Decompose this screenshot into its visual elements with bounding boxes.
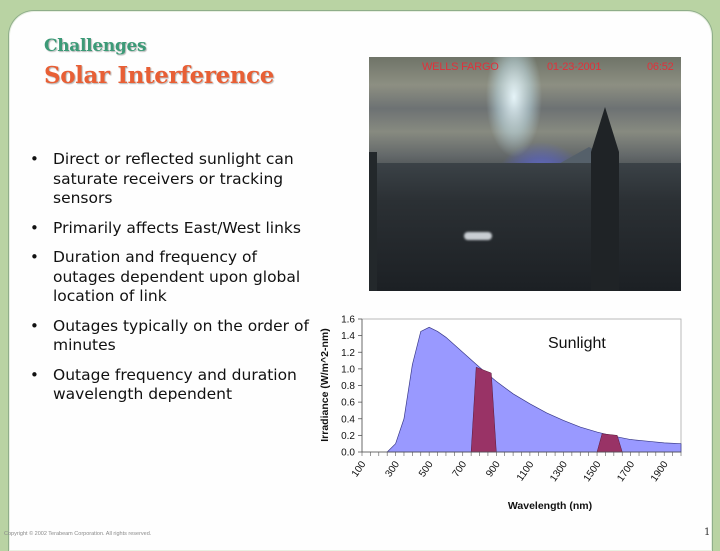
x-tick-label: 1700: [615, 459, 637, 484]
bullet-text: Direct or reflected sunlight can saturat…: [53, 150, 294, 207]
tower: [591, 152, 619, 291]
y-tick-label: 0.0: [341, 448, 355, 459]
chart-svg: 0.0 0.2 0.4 0.6 0.8 1.0 1.2 1.4 1.6 100 300 500 700 9…: [319, 315, 682, 512]
city-skyline: [369, 163, 681, 291]
slide-subtitle: Solar Interference: [44, 62, 275, 89]
bullet-icon: •: [30, 316, 39, 335]
bullet-text: Duration and frequency of outages depend…: [53, 248, 301, 305]
x-tick-label: 100: [350, 459, 369, 479]
x-tick-label: 700: [451, 459, 470, 479]
x-tick-label: 1900: [649, 459, 671, 484]
y-tick-label: 0.6: [341, 398, 355, 409]
x-axis-label: Wavelength (nm): [508, 500, 592, 512]
curve-layer: [386, 326, 682, 453]
y-tick-label: 0.2: [341, 431, 355, 442]
webcam-photo: WELLS FARGO 01-23-2001 06:52: [369, 57, 681, 291]
y-tick-label: 1.4: [341, 331, 355, 342]
bullet-text: Outage frequency and duration wavelength…: [53, 365, 297, 404]
chart-annotation: Sunlight: [548, 335, 606, 352]
bullet-icon: •: [30, 150, 39, 168]
tower-spire: [591, 107, 619, 152]
band-layer: [470, 366, 623, 453]
y-tick-label: 0.4: [341, 414, 355, 425]
bullet-text: Primarily affects East/West links: [53, 218, 301, 237]
left-building: [369, 152, 377, 291]
x-tick-label: 1300: [548, 459, 570, 484]
bullet-text: Outages typically on the order of minute…: [53, 316, 309, 355]
photo-overlay-location: WELLS FARGO: [422, 61, 499, 73]
bullet-item: • Outages typically on the order of minut…: [28, 317, 318, 356]
y-tick-label: 1.6: [341, 315, 355, 326]
photo-overlay-date: 01-23-2001: [547, 61, 602, 73]
irradiance-chart: 0.0 0.2 0.4 0.6 0.8 1.0 1.2 1.4 1.6 100 300 500 700 9…: [310, 305, 710, 520]
bullet-icon: •: [30, 248, 39, 266]
x-tick-label: 900: [484, 459, 503, 479]
bullet-item: • Outage frequency and duration wavelengt…: [28, 366, 318, 405]
bullet-item: • Direct or reflected sunlight can satura…: [28, 150, 318, 209]
y-tick-label: 0.8: [341, 381, 355, 392]
x-tick-label: 300: [383, 459, 402, 479]
y-tick-label: 1.2: [341, 348, 355, 359]
x-tick-label: 1100: [515, 459, 537, 483]
page-number: 1: [704, 527, 711, 538]
sunlight-area: [386, 326, 682, 453]
x-tick-label: 1500: [582, 459, 604, 484]
bullet-icon: •: [30, 218, 39, 237]
y-tick-label: 1.0: [341, 364, 355, 375]
x-tick-label: 500: [417, 459, 436, 479]
y-axis-label: Irradiance (W/m^2-nm): [319, 328, 331, 442]
bullet-list: • Direct or reflected sunlight can satura…: [28, 150, 318, 415]
bullet-item: • Primarily affects East/West links: [28, 219, 318, 239]
bullet-icon: •: [30, 365, 39, 384]
slide-title: Challenges: [44, 36, 147, 56]
bullet-item: • Duration and frequency of outages depen…: [28, 248, 318, 307]
photo-overlay-time: 06:52: [647, 61, 674, 73]
copyright-footer: Copyright © 2002 Terabeam Corporation. A…: [4, 531, 152, 537]
reflection-glare: [464, 232, 492, 240]
